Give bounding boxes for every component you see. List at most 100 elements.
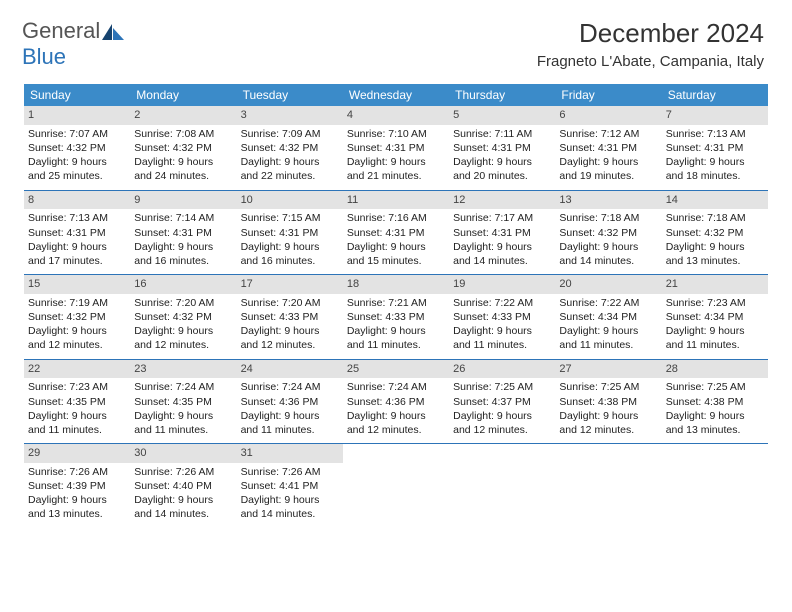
sunset-line: Sunset: 4:34 PM [559, 310, 657, 324]
daylight-line: Daylight: 9 hours and 15 minutes. [347, 240, 445, 268]
day-number: 9 [130, 191, 236, 210]
sunset-line: Sunset: 4:31 PM [241, 226, 339, 240]
day-cell: 18Sunrise: 7:21 AMSunset: 4:33 PMDayligh… [343, 275, 449, 359]
sunrise-line: Sunrise: 7:13 AM [28, 211, 126, 225]
day-number: 27 [555, 360, 661, 379]
daylight-line: Daylight: 9 hours and 12 minutes. [134, 324, 232, 352]
week-row: 1Sunrise: 7:07 AMSunset: 4:32 PMDaylight… [24, 106, 768, 191]
sunrise-line: Sunrise: 7:18 AM [666, 211, 764, 225]
day-number: 22 [24, 360, 130, 379]
sunset-line: Sunset: 4:34 PM [666, 310, 764, 324]
day-cell: 9Sunrise: 7:14 AMSunset: 4:31 PMDaylight… [130, 191, 236, 275]
sunset-line: Sunset: 4:33 PM [453, 310, 551, 324]
sunset-line: Sunset: 4:32 PM [28, 141, 126, 155]
day-number: 11 [343, 191, 449, 210]
day-number: 29 [24, 444, 130, 463]
day-cell [555, 444, 661, 528]
daylight-line: Daylight: 9 hours and 13 minutes. [666, 409, 764, 437]
day-number: 3 [237, 106, 343, 125]
sunrise-line: Sunrise: 7:24 AM [347, 380, 445, 394]
day-cell: 7Sunrise: 7:13 AMSunset: 4:31 PMDaylight… [662, 106, 768, 190]
sunrise-line: Sunrise: 7:11 AM [453, 127, 551, 141]
sunset-line: Sunset: 4:31 PM [134, 226, 232, 240]
day-number: 12 [449, 191, 555, 210]
day-number: 6 [555, 106, 661, 125]
daylight-line: Daylight: 9 hours and 12 minutes. [453, 409, 551, 437]
dayhead-sat: Saturday [662, 84, 768, 106]
sunrise-line: Sunrise: 7:24 AM [241, 380, 339, 394]
sunset-line: Sunset: 4:38 PM [666, 395, 764, 409]
sunrise-line: Sunrise: 7:18 AM [559, 211, 657, 225]
day-number: 28 [662, 360, 768, 379]
sunrise-line: Sunrise: 7:08 AM [134, 127, 232, 141]
sunrise-line: Sunrise: 7:22 AM [453, 296, 551, 310]
day-cell: 6 Sunrise: 7:12 AMSunset: 4:31 PMDaylight… [555, 106, 661, 190]
sunset-line: Sunset: 4:31 PM [347, 141, 445, 155]
daylight-line: Daylight: 9 hours and 12 minutes. [347, 409, 445, 437]
sunrise-line: Sunrise: 7:12 AM [559, 127, 657, 141]
sunset-line: Sunset: 4:31 PM [453, 226, 551, 240]
sunset-line: Sunset: 4:32 PM [666, 226, 764, 240]
sunrise-line: Sunrise: 7:10 AM [347, 127, 445, 141]
sunset-line: Sunset: 4:31 PM [453, 141, 551, 155]
sunrise-line: Sunrise: 7:09 AM [241, 127, 339, 141]
day-cell: 26Sunrise: 7:25 AMSunset: 4:37 PMDayligh… [449, 360, 555, 444]
day-number: 17 [237, 275, 343, 294]
title-block: December 2024 Fragneto L'Abate, Campania… [537, 18, 764, 70]
sunrise-line: Sunrise: 7:26 AM [134, 465, 232, 479]
day-cell: 20Sunrise: 7:22 AMSunset: 4:34 PMDayligh… [555, 275, 661, 359]
day-header-row: Sunday Monday Tuesday Wednesday Thursday… [24, 84, 768, 106]
daylight-line: Daylight: 9 hours and 14 minutes. [559, 240, 657, 268]
sunrise-line: Sunrise: 7:15 AM [241, 211, 339, 225]
day-cell [449, 444, 555, 528]
day-cell: 19Sunrise: 7:22 AMSunset: 4:33 PMDayligh… [449, 275, 555, 359]
sunrise-line: Sunrise: 7:25 AM [559, 380, 657, 394]
day-cell: 8Sunrise: 7:13 AMSunset: 4:31 PMDaylight… [24, 191, 130, 275]
daylight-line: Daylight: 9 hours and 11 minutes. [666, 324, 764, 352]
sunset-line: Sunset: 4:31 PM [666, 141, 764, 155]
daylight-line: Daylight: 9 hours and 19 minutes. [559, 155, 657, 183]
daylight-line: Daylight: 9 hours and 11 minutes. [28, 409, 126, 437]
daylight-line: Daylight: 9 hours and 12 minutes. [559, 409, 657, 437]
daylight-line: Daylight: 9 hours and 17 minutes. [28, 240, 126, 268]
day-number: 10 [237, 191, 343, 210]
sunrise-line: Sunrise: 7:23 AM [666, 296, 764, 310]
sunset-line: Sunset: 4:32 PM [28, 310, 126, 324]
sunrise-line: Sunrise: 7:07 AM [28, 127, 126, 141]
sunset-line: Sunset: 4:33 PM [347, 310, 445, 324]
day-number: 4 [343, 106, 449, 125]
daylight-line: Daylight: 9 hours and 11 minutes. [559, 324, 657, 352]
day-cell: 16Sunrise: 7:20 AMSunset: 4:32 PMDayligh… [130, 275, 236, 359]
week-row: 8Sunrise: 7:13 AMSunset: 4:31 PMDaylight… [24, 191, 768, 276]
month-title: December 2024 [537, 18, 764, 49]
daylight-line: Daylight: 9 hours and 11 minutes. [453, 324, 551, 352]
day-number: 13 [555, 191, 661, 210]
day-cell: 15Sunrise: 7:19 AMSunset: 4:32 PMDayligh… [24, 275, 130, 359]
day-number: 1 [24, 106, 130, 125]
sunset-line: Sunset: 4:38 PM [559, 395, 657, 409]
dayhead-sun: Sunday [24, 84, 130, 106]
day-cell: 29Sunrise: 7:26 AMSunset: 4:39 PMDayligh… [24, 444, 130, 528]
day-number: 16 [130, 275, 236, 294]
day-cell: 12Sunrise: 7:17 AMSunset: 4:31 PMDayligh… [449, 191, 555, 275]
sunrise-line: Sunrise: 7:25 AM [666, 380, 764, 394]
sunset-line: Sunset: 4:40 PM [134, 479, 232, 493]
sunrise-line: Sunrise: 7:17 AM [453, 211, 551, 225]
day-cell: 2Sunrise: 7:08 AMSunset: 4:32 PMDaylight… [130, 106, 236, 190]
sunrise-line: Sunrise: 7:26 AM [241, 465, 339, 479]
sunrise-line: Sunrise: 7:21 AM [347, 296, 445, 310]
day-cell: 30Sunrise: 7:26 AMSunset: 4:40 PMDayligh… [130, 444, 236, 528]
sunset-line: Sunset: 4:39 PM [28, 479, 126, 493]
sunset-line: Sunset: 4:32 PM [241, 141, 339, 155]
sunset-line: Sunset: 4:31 PM [559, 141, 657, 155]
sunrise-line: Sunrise: 7:20 AM [241, 296, 339, 310]
day-number: 30 [130, 444, 236, 463]
day-cell: 13Sunrise: 7:18 AMSunset: 4:32 PMDayligh… [555, 191, 661, 275]
day-number: 7 [662, 106, 768, 125]
daylight-line: Daylight: 9 hours and 24 minutes. [134, 155, 232, 183]
dayhead-fri: Friday [555, 84, 661, 106]
daylight-line: Daylight: 9 hours and 16 minutes. [134, 240, 232, 268]
sunset-line: Sunset: 4:35 PM [28, 395, 126, 409]
dayhead-wed: Wednesday [343, 84, 449, 106]
daylight-line: Daylight: 9 hours and 11 minutes. [134, 409, 232, 437]
